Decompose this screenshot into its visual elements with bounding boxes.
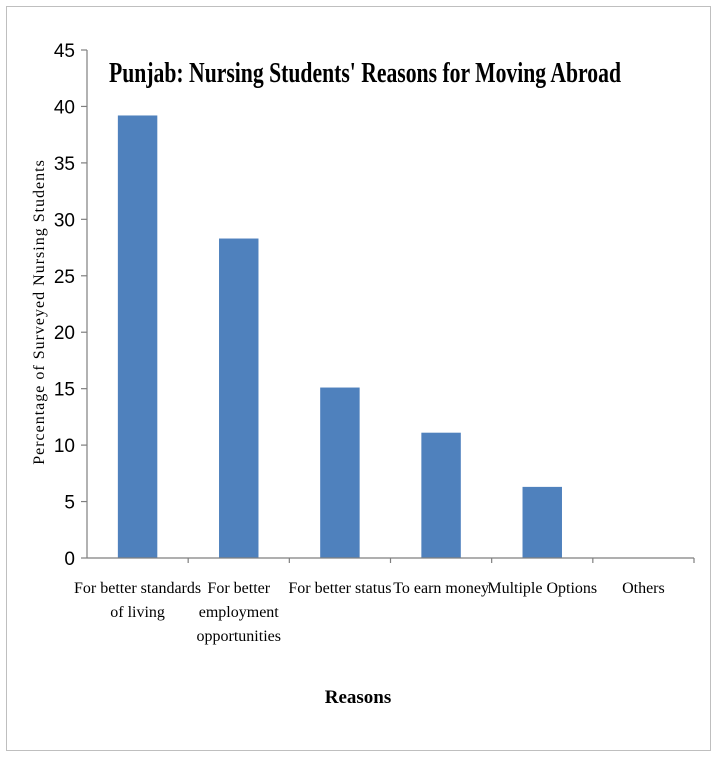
y-tick-label: 45 (54, 41, 75, 62)
x-tick-label: Multiple Options (487, 580, 597, 597)
bar (117, 115, 158, 558)
x-tick-label: For better employment opportunities (197, 580, 281, 645)
x-tick-label: To earn money (393, 580, 489, 597)
y-tick-label: 15 (54, 380, 75, 401)
y-tick-label: 20 (54, 323, 75, 344)
y-tick-label: 40 (54, 97, 75, 118)
bar (320, 387, 360, 558)
x-tick-label: Others (622, 580, 665, 597)
y-tick-label: 10 (54, 436, 75, 457)
y-axis: 0 5 10 15 20 25 30 35 40 45 (54, 41, 88, 570)
y-axis-label: Percentage of Surveyed Nursing Students (31, 159, 48, 465)
y-tick-label: 30 (54, 210, 75, 231)
x-tick-label: For better standards of living (74, 580, 201, 621)
x-axis-label: Reasons (325, 687, 392, 708)
x-tick-label: For better status (288, 580, 391, 597)
y-tick-label: 35 (54, 154, 75, 175)
y-tick-label: 25 (54, 267, 75, 288)
bar (522, 486, 562, 558)
y-tick-label: 5 (64, 493, 75, 514)
bar (421, 432, 461, 558)
chart-title: Punjab: Nursing Students' Reasons for Mo… (109, 57, 621, 89)
bars (117, 115, 562, 558)
bar (219, 238, 259, 558)
y-tick-label: 0 (64, 549, 75, 570)
